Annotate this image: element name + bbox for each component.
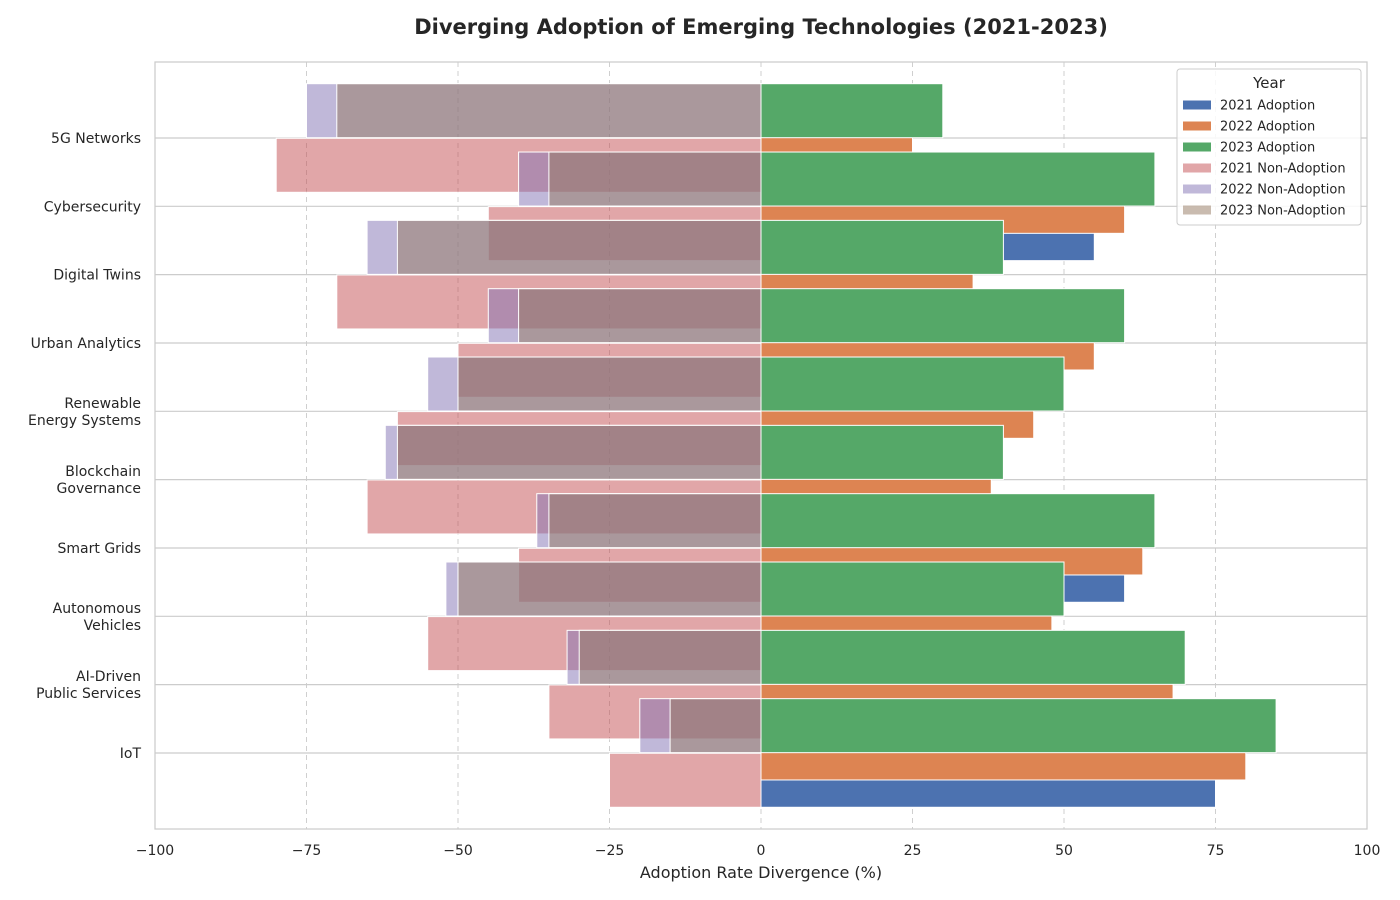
legend-items: 2021 Adoption 2022 Adoption 2023 Adoption 2…	[1183, 99, 1346, 219]
legend-label: 2021 Non-Adoption	[1220, 162, 1346, 177]
y-tick-label: Urban Analytics	[31, 336, 141, 352]
bar	[578, 629, 762, 685]
legend-item: 2022 Adoption	[1183, 120, 1315, 135]
y-tick-label: IoT	[120, 746, 142, 762]
bar	[760, 424, 1004, 480]
legend-item: 2023 Non-Adoption	[1183, 204, 1346, 219]
x-tick-label: −75	[292, 843, 322, 859]
bar	[760, 356, 1065, 412]
bars-layer	[275, 83, 1277, 808]
bar	[760, 561, 1065, 617]
y-tick-label: Cybersecurity	[44, 199, 141, 215]
bar	[760, 629, 1186, 685]
bar	[396, 219, 762, 275]
bar	[518, 288, 762, 344]
bar	[760, 151, 1156, 207]
x-tick-label: −50	[443, 843, 473, 859]
x-ticks: −100 −75 −50 −25 0 25 50 75 100	[136, 843, 1381, 859]
x-tick-label: 50	[1055, 843, 1073, 859]
legend-swatch	[1183, 121, 1211, 131]
bar	[336, 83, 762, 139]
bar	[396, 424, 762, 480]
legend-title: Year	[1252, 74, 1286, 92]
y-tick-label: Digital Twins	[53, 268, 141, 284]
y-tick-label: Autonomous Vehicles	[53, 601, 141, 634]
x-axis-title: Adoption Rate Divergence (%)	[640, 863, 882, 882]
y-tick-label: Blockchain Governance	[57, 464, 141, 497]
y-tick-label: AI-Driven Public Services	[36, 669, 141, 702]
bar	[760, 698, 1277, 754]
legend-item: 2021 Non-Adoption	[1183, 162, 1346, 177]
bar	[760, 493, 1156, 549]
y-tick-label: 5G Networks	[51, 131, 141, 147]
x-tick-label: 100	[1354, 843, 1381, 859]
bar	[457, 561, 762, 617]
bar	[669, 698, 762, 754]
legend-label: 2023 Non-Adoption	[1220, 204, 1346, 219]
legend-label: 2022 Non-Adoption	[1220, 183, 1346, 198]
plot-frame	[154, 61, 1368, 830]
legend-item: 2022 Non-Adoption	[1183, 183, 1346, 198]
y-tick-label: Smart Grids	[58, 541, 141, 557]
chart-title: Diverging Adoption of Emerging Technolog…	[414, 15, 1108, 39]
x-tick-label: −25	[595, 843, 625, 859]
legend-swatch	[1183, 100, 1211, 110]
legend-swatch	[1183, 184, 1211, 194]
y-ticks: 5G Networks Cybersecurity Digital Twins Urb…	[28, 131, 141, 762]
bar	[548, 493, 762, 549]
x-tick-label: 75	[1207, 843, 1225, 859]
legend-label: 2021 Adoption	[1220, 99, 1315, 114]
legend-frame	[1176, 68, 1362, 226]
bar	[760, 288, 1126, 344]
bar	[760, 83, 944, 139]
x-tick-label: −100	[136, 843, 174, 859]
legend-label: 2023 Adoption	[1220, 141, 1315, 156]
bar	[760, 219, 1004, 275]
legend-swatch	[1183, 163, 1211, 173]
bar	[609, 752, 762, 808]
bar	[457, 356, 762, 412]
series-2023-non-adoption	[336, 83, 762, 754]
legend-item: 2021 Adoption	[1183, 99, 1315, 114]
legend-label: 2022 Adoption	[1220, 120, 1315, 135]
legend: Year 2021 Adoption 2022 Adoption 2023 Adop…	[1176, 68, 1362, 226]
y-tick-label: Renewable Energy Systems	[28, 396, 141, 429]
x-tick-label: 25	[904, 843, 922, 859]
legend-swatch	[1183, 142, 1211, 152]
x-tick-label: 0	[757, 843, 766, 859]
legend-item: 2023 Adoption	[1183, 141, 1315, 156]
legend-swatch	[1183, 205, 1211, 215]
bar	[548, 151, 762, 207]
